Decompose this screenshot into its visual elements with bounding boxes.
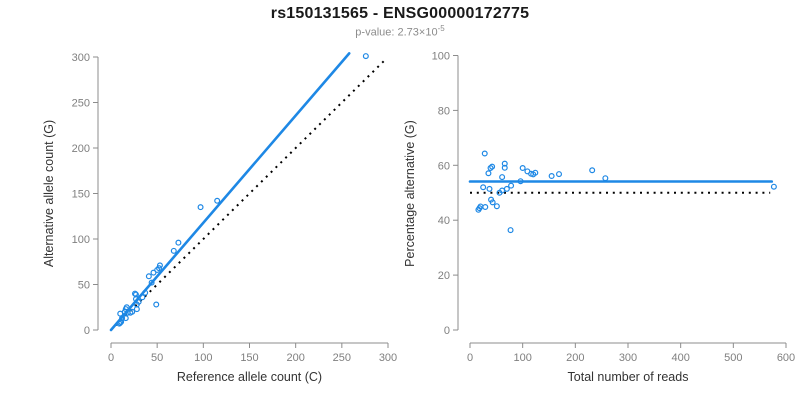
x-tick-label: 500 bbox=[724, 352, 742, 364]
x-tick-label: 200 bbox=[286, 352, 304, 364]
data-point bbox=[142, 289, 149, 296]
x-tick-label: 50 bbox=[151, 352, 163, 364]
data-point bbox=[486, 185, 493, 192]
data-point bbox=[501, 164, 508, 171]
data-point bbox=[139, 294, 146, 301]
data-point bbox=[602, 175, 609, 182]
data-point bbox=[481, 150, 488, 157]
data-point bbox=[197, 204, 204, 211]
p-value-text: p-value: 2.73×10 bbox=[355, 26, 438, 39]
data-point bbox=[501, 160, 508, 167]
data-point bbox=[132, 290, 139, 297]
y-axis: 0 50 100 150 200 250 300 bbox=[72, 52, 99, 337]
x-tick-label: 0 bbox=[108, 352, 114, 364]
data-point bbox=[475, 206, 482, 213]
y-tick-label: 150 bbox=[72, 189, 90, 201]
y-tick-label: 60 bbox=[438, 160, 450, 172]
data-point bbox=[145, 273, 152, 280]
data-point bbox=[150, 269, 157, 276]
data-point bbox=[493, 203, 500, 210]
data-point bbox=[556, 171, 563, 178]
y-tick-label: 50 bbox=[78, 280, 90, 292]
y-tick-label: 0 bbox=[444, 325, 450, 337]
data-point bbox=[503, 185, 510, 192]
data-point bbox=[507, 227, 514, 234]
data-point bbox=[148, 279, 155, 286]
x-tick-label: 250 bbox=[333, 352, 351, 364]
data-point bbox=[170, 247, 177, 254]
y-tick-label: 80 bbox=[438, 105, 450, 117]
x-tick-label: 300 bbox=[379, 352, 397, 364]
reads-vs-percentage-scatter: 0 20 40 60 80 100 0 100 200 300 400 500 600 Total num… bbox=[403, 51, 795, 385]
data-point bbox=[496, 189, 503, 196]
data-point bbox=[489, 163, 496, 170]
data-point bbox=[770, 183, 777, 190]
y-axis-title: Percentage alternative (G) bbox=[403, 120, 417, 267]
data-point bbox=[499, 174, 506, 181]
y-tick-label: 20 bbox=[438, 270, 450, 282]
data-points bbox=[475, 150, 777, 234]
y-tick-label: 0 bbox=[84, 325, 90, 337]
data-point bbox=[517, 178, 524, 185]
y-axis: 0 20 40 60 80 100 bbox=[432, 51, 459, 337]
data-point bbox=[532, 169, 539, 176]
x-axis-title: Reference allele count (C) bbox=[177, 370, 322, 384]
data-point bbox=[482, 204, 489, 211]
y-tick-label: 250 bbox=[72, 98, 90, 110]
data-point bbox=[116, 320, 123, 327]
reference-vs-alternative-scatter: 0 50 100 150 200 250 300 0 50 100 150 200 250 300 Refe… bbox=[42, 52, 397, 384]
data-point bbox=[589, 167, 596, 174]
data-point bbox=[175, 239, 182, 246]
x-tick-label: 100 bbox=[194, 352, 212, 364]
x-tick-label: 300 bbox=[619, 352, 637, 364]
x-tick-label: 600 bbox=[777, 352, 795, 364]
p-value-subtitle: p-value: 2.73×10-5 bbox=[0, 24, 800, 39]
y-tick-label: 200 bbox=[72, 143, 90, 155]
data-point bbox=[121, 308, 128, 315]
data-point bbox=[489, 199, 496, 206]
y-axis-title: Alternative allele count (G) bbox=[42, 120, 56, 267]
data-point bbox=[519, 165, 526, 172]
x-tick-label: 400 bbox=[671, 352, 689, 364]
y-tick-label: 40 bbox=[438, 215, 450, 227]
data-point bbox=[117, 319, 124, 326]
fit-line bbox=[109, 52, 351, 332]
x-tick-label: 100 bbox=[513, 352, 531, 364]
data-point bbox=[122, 315, 129, 322]
data-point bbox=[362, 53, 369, 60]
data-point bbox=[508, 182, 515, 189]
data-points bbox=[116, 53, 369, 327]
x-axis-title: Total number of reads bbox=[568, 370, 689, 384]
data-point bbox=[487, 165, 494, 172]
data-point bbox=[548, 173, 555, 180]
data-point bbox=[156, 262, 163, 269]
data-point bbox=[153, 301, 160, 308]
data-point bbox=[133, 306, 140, 313]
x-tick-label: 200 bbox=[566, 352, 584, 364]
x-tick-label: 0 bbox=[467, 352, 473, 364]
data-point bbox=[156, 265, 163, 272]
x-axis: 0 50 100 150 200 250 300 bbox=[108, 342, 397, 364]
data-point bbox=[480, 184, 487, 191]
data-point bbox=[214, 197, 221, 204]
page-title: rs150131565 - ENSG00000172775 bbox=[270, 5, 530, 22]
x-tick-label: 150 bbox=[240, 352, 258, 364]
y-tick-label: 100 bbox=[432, 51, 450, 63]
p-value-exponent: -5 bbox=[437, 24, 445, 33]
data-point bbox=[129, 308, 136, 315]
identity-line bbox=[110, 58, 387, 331]
x-axis: 0 100 200 300 400 500 600 bbox=[467, 342, 795, 364]
y-tick-label: 100 bbox=[72, 234, 90, 246]
y-tick-label: 300 bbox=[72, 52, 90, 64]
data-point bbox=[485, 170, 492, 177]
